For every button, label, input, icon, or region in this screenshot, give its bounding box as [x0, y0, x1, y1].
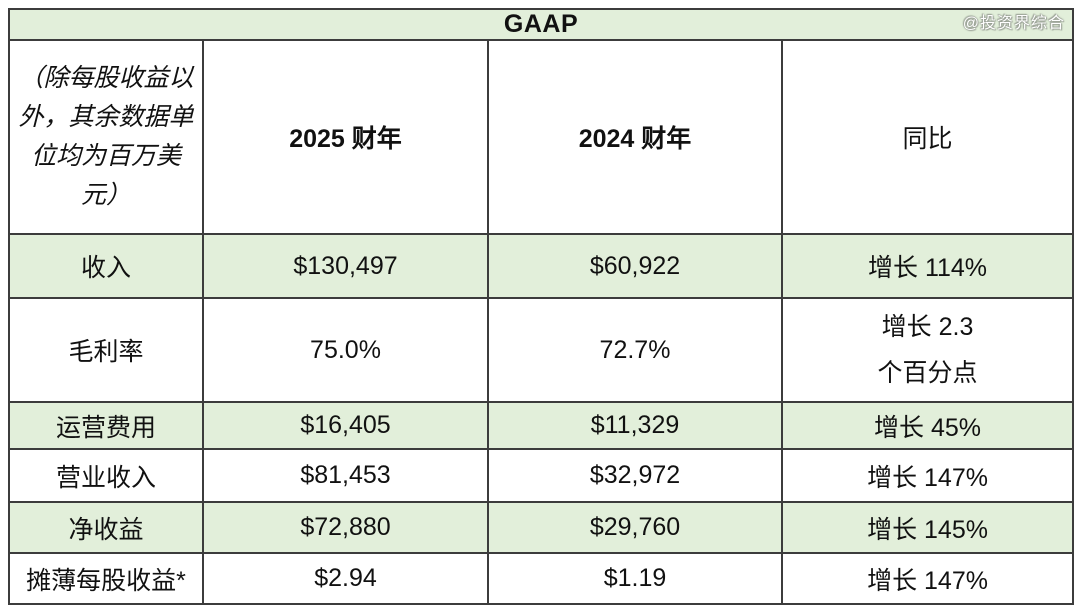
net-income-yoy: 增长 145%: [780, 501, 1075, 554]
col-header-fy2025: 2025 财年: [202, 39, 489, 235]
col-header-yoy: 同比: [780, 39, 1075, 235]
unit-note: （除每股收益以外，其余数据单位均为百万美元）: [8, 39, 204, 235]
gaap-results-table: GAAP （除每股收益以外，其余数据单位均为百万美元） 2025 财年 2024…: [7, 8, 1075, 605]
table-row: 收入 $130,497 $60,922 增长 114%: [8, 233, 1075, 299]
opex-fy2025: $16,405: [202, 401, 489, 450]
table-row: （除每股收益以外，其余数据单位均为百万美元） 2025 财年 2024 财年 同…: [8, 39, 1075, 235]
table-row: 营业收入 $81,453 $32,972 增长 147%: [8, 448, 1075, 503]
net-income-fy2025: $72,880: [202, 501, 489, 554]
table-row: GAAP: [7, 8, 1075, 41]
operating-income-fy2024: $32,972: [487, 448, 783, 503]
table-row: 毛利率 75.0% 72.7% 增长 2.3 个百分点: [8, 297, 1075, 403]
diluted-eps-fy2024: $1.19: [487, 552, 783, 605]
row-label-opex: 运营费用: [8, 401, 204, 450]
row-label-revenue: 收入: [8, 233, 204, 299]
opex-fy2024: $11,329: [487, 401, 783, 450]
revenue-fy2025: $130,497: [202, 233, 489, 299]
row-label-operating-income: 营业收入: [8, 448, 204, 503]
net-income-fy2024: $29,760: [487, 501, 783, 554]
gross-margin-fy2024: 72.7%: [487, 297, 783, 403]
row-label-gross-margin: 毛利率: [8, 297, 204, 403]
row-label-diluted-eps: 摊薄每股收益*: [8, 552, 204, 605]
diluted-eps-fy2025: $2.94: [202, 552, 489, 605]
col-header-fy2024: 2024 财年: [487, 39, 783, 235]
operating-income-fy2025: $81,453: [202, 448, 489, 503]
operating-income-yoy: 增长 147%: [780, 448, 1075, 503]
diluted-eps-yoy: 增长 147%: [780, 552, 1075, 605]
gross-margin-yoy: 增长 2.3 个百分点: [780, 297, 1075, 403]
gross-margin-fy2025: 75.0%: [202, 297, 489, 403]
row-label-net-income: 净收益: [8, 501, 204, 554]
table-title: GAAP: [7, 8, 1075, 41]
table-row: 摊薄每股收益* $2.94 $1.19 增长 147%: [8, 552, 1075, 605]
revenue-fy2024: $60,922: [487, 233, 783, 299]
opex-yoy: 增长 45%: [780, 401, 1075, 450]
table-row: 净收益 $72,880 $29,760 增长 145%: [8, 501, 1075, 554]
table-row: 运营费用 $16,405 $11,329 增长 45%: [8, 401, 1075, 450]
revenue-yoy: 增长 114%: [780, 233, 1075, 299]
